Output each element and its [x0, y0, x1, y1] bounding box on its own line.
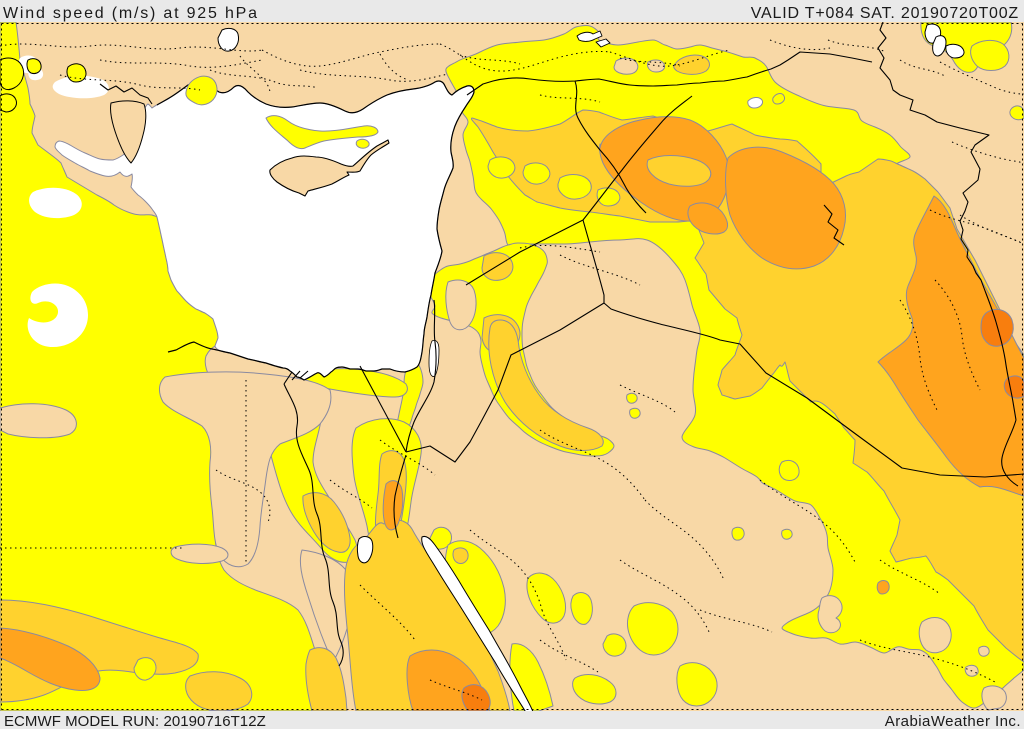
svg-text:ECMWF MODEL RUN: 20190716T12Z: ECMWF MODEL RUN: 20190716T12Z [4, 713, 266, 729]
svg-text:ArabiaWeather Inc.: ArabiaWeather Inc. [885, 713, 1021, 729]
svg-text:Wind speed (m/s) at 925 hPa: Wind speed (m/s) at 925 hPa [3, 5, 259, 22]
svg-text:VALID T+084 SAT. 20190720T00Z: VALID T+084 SAT. 20190720T00Z [751, 5, 1019, 22]
